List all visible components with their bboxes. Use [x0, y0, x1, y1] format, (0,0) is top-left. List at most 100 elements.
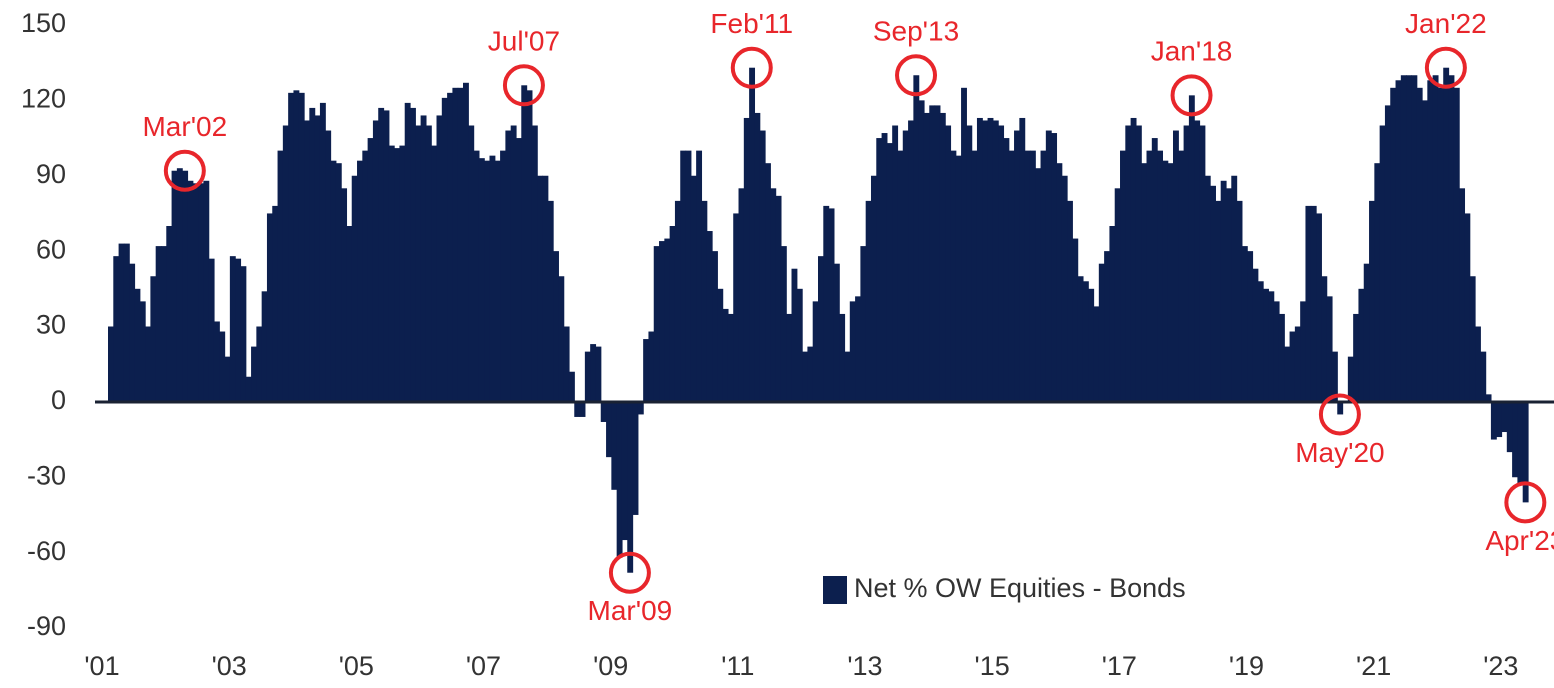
bar — [1268, 291, 1275, 402]
bar — [1231, 175, 1238, 402]
bar — [235, 258, 242, 402]
x-tick-label: '07 — [466, 651, 501, 681]
bar — [1188, 95, 1195, 402]
bar — [659, 241, 665, 402]
bar — [1098, 263, 1105, 402]
bar — [1469, 276, 1476, 402]
bar — [404, 102, 411, 402]
bar — [1056, 163, 1063, 402]
bar — [1146, 150, 1153, 402]
bar — [1374, 163, 1381, 402]
annotation-label: Jul'07 — [488, 26, 560, 57]
annotation-label: Mar'02 — [142, 111, 227, 142]
annotation-label: Feb'11 — [710, 8, 793, 39]
bar — [1517, 401, 1524, 485]
bar — [134, 288, 141, 402]
bar — [1379, 125, 1386, 402]
bar — [155, 246, 162, 402]
bar — [1141, 163, 1148, 402]
bar — [1406, 75, 1413, 402]
bar — [1130, 117, 1137, 402]
bar — [1331, 351, 1338, 402]
bar — [1003, 138, 1010, 402]
bar — [362, 150, 369, 402]
bar — [160, 246, 167, 402]
bar — [203, 180, 210, 402]
bar — [1019, 117, 1026, 402]
bar — [574, 401, 581, 417]
bar — [1369, 200, 1375, 402]
bar — [1284, 346, 1291, 402]
bar — [902, 130, 909, 402]
bar — [309, 107, 316, 402]
annotation-label: Sep'13 — [873, 16, 959, 47]
bar — [1104, 251, 1111, 402]
bar — [500, 150, 506, 402]
bar — [780, 246, 787, 402]
bar — [1247, 251, 1254, 402]
bar — [494, 160, 501, 402]
bar — [1072, 238, 1079, 402]
bar — [1278, 313, 1285, 402]
bar — [1512, 401, 1519, 478]
bar — [521, 85, 528, 402]
bar — [1400, 75, 1407, 402]
bar — [653, 246, 660, 402]
x-tick-label: '21 — [1356, 651, 1391, 681]
bar — [754, 112, 761, 402]
bar — [1384, 105, 1391, 402]
bar — [526, 90, 533, 402]
bar — [531, 125, 538, 402]
bar — [637, 401, 644, 415]
bar — [319, 102, 326, 402]
bar — [1167, 163, 1174, 402]
bar — [468, 125, 475, 402]
bar — [171, 170, 178, 402]
bar — [1024, 150, 1031, 402]
bar — [1178, 150, 1185, 402]
bar — [1437, 87, 1444, 402]
bar — [282, 125, 289, 402]
bar — [1485, 394, 1492, 402]
bar — [394, 148, 401, 402]
bar — [145, 326, 151, 402]
bar — [182, 170, 189, 402]
bar — [712, 251, 718, 402]
bar — [606, 401, 612, 458]
x-tick-label: '19 — [1229, 651, 1264, 681]
bar — [266, 213, 273, 402]
bar — [1199, 125, 1206, 402]
bar — [865, 200, 872, 402]
bar — [908, 120, 914, 402]
bar — [939, 112, 946, 402]
bar — [738, 188, 745, 402]
bar — [812, 301, 819, 402]
bar — [1045, 130, 1052, 402]
bar — [1157, 150, 1164, 402]
annotation-circle — [895, 54, 938, 97]
bar — [1416, 87, 1423, 402]
annotation-circle — [502, 64, 545, 107]
bar — [627, 401, 634, 573]
bar — [955, 155, 962, 402]
bar — [690, 175, 697, 402]
bar — [245, 376, 252, 402]
bar — [1061, 175, 1068, 402]
bar — [1353, 313, 1360, 402]
legend-swatch — [823, 576, 847, 604]
y-tick-label: 90 — [36, 159, 66, 189]
bar — [383, 110, 390, 402]
bar — [1347, 356, 1354, 402]
bar — [1215, 200, 1222, 402]
bar — [648, 331, 655, 402]
legend-label: Net % OW Equities - Bonds — [854, 573, 1186, 603]
bar — [113, 256, 120, 402]
y-tick-label: -90 — [27, 611, 66, 641]
bar — [288, 92, 295, 402]
bar — [1490, 401, 1497, 440]
bar — [219, 331, 226, 402]
bar — [410, 107, 416, 402]
bar — [1363, 263, 1370, 402]
bar — [1294, 326, 1301, 402]
